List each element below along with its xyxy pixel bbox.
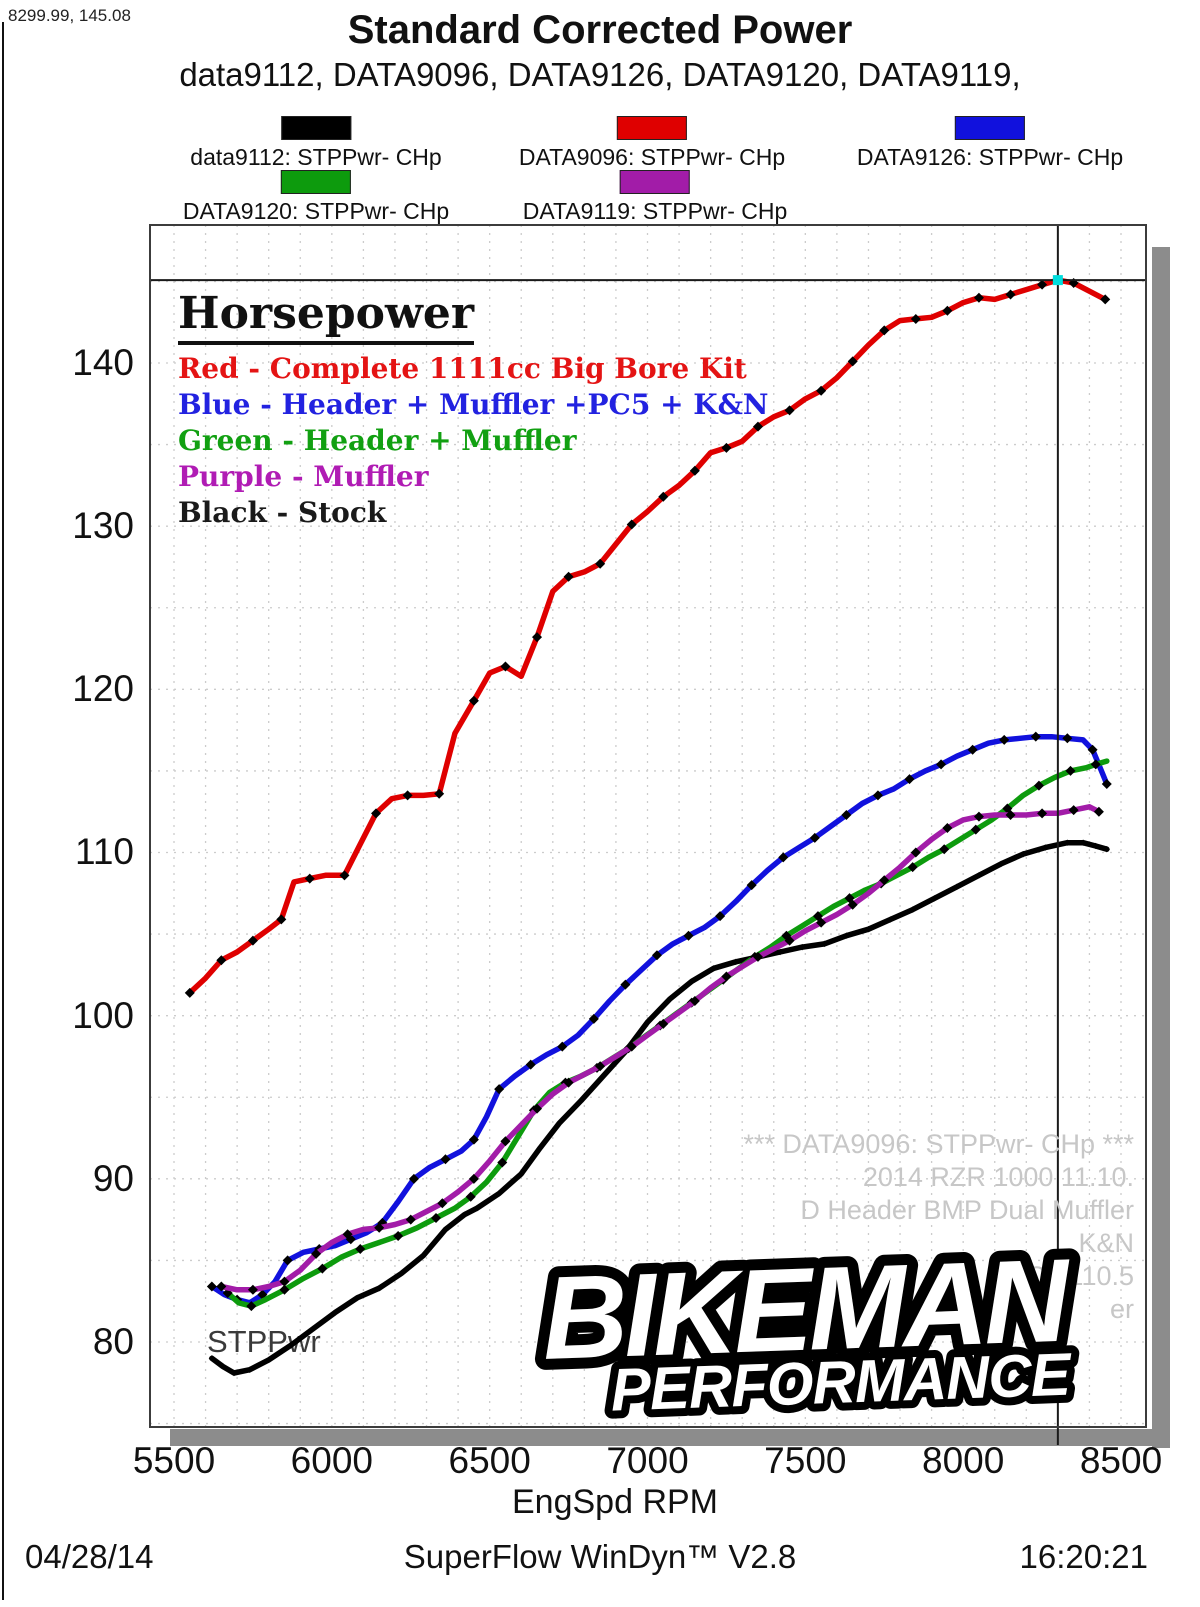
legend-label: DATA9126: STPPwr- CHp [856, 144, 1124, 170]
legend-item: DATA9120: STPPwr- CHp [183, 170, 449, 225]
x-tick-label: 6000 [290, 1440, 373, 1481]
y-tick-label: 80 [92, 1321, 134, 1362]
plot-border [149, 224, 1147, 1428]
annotation-block: Horsepower Red - Complete 1111cc Big Bor… [178, 288, 769, 531]
y-tick-label: 100 [72, 994, 134, 1036]
x-tick-label: 6500 [448, 1440, 531, 1481]
x-axis-title: EngSpd RPM [512, 1483, 718, 1521]
x-tick-label: 8000 [922, 1440, 1005, 1481]
legend-label: DATA9120: STPPwr- CHp [182, 198, 450, 224]
plot-units-label: STPPwr [207, 1324, 321, 1359]
legend-swatch [281, 116, 351, 140]
annotation-line: Green - Header + Muffler [178, 424, 577, 457]
watermark-line: 2014 RZR 1000 11.10. [862, 1162, 1134, 1192]
legend-swatch [619, 170, 690, 194]
footer-time: 16:20:21 [1019, 1538, 1148, 1575]
footer-date: 04/28/14 [25, 1538, 154, 1575]
annotation-heading: Horsepower [178, 288, 475, 345]
page-title: Standard Corrected Power [347, 8, 853, 52]
footer-app-name: SuperFlow WinDyn™ V2.8 [403, 1538, 797, 1575]
page-subtitle: data9112, DATA9096, DATA9126, DATA9120, … [179, 56, 1021, 93]
watermark-line: er [1109, 1294, 1134, 1324]
legend-item: DATA9126: STPPwr- CHp [857, 116, 1123, 171]
annotation-line: Purple - Muffler [178, 460, 429, 493]
series-markers [184, 278, 1111, 998]
annotation-line: Black - Stock [178, 496, 387, 529]
legend-label: DATA9096: STPPwr- CHp [518, 144, 786, 170]
series-markers [208, 839, 1110, 1377]
run-info-watermark: *** DATA9096: STPPwr- CHp *** 2014 RZR 10… [743, 1128, 1134, 1326]
crosshair-point-marker [1052, 275, 1063, 286]
legend-item: data9112: STPPwr- CHp [190, 116, 442, 171]
plot-shadow-bottom [170, 1429, 1170, 1446]
legend-swatch [281, 170, 351, 194]
legend-label: DATA9119: STPPwr- CHp [522, 198, 788, 224]
series-line [187, 277, 1108, 996]
left-edge-line [2, 22, 4, 1600]
y-tick-label: 130 [72, 505, 134, 547]
x-tick-label: 7000 [606, 1440, 689, 1481]
watermark-line: *** DATA9096: STPPwr- CHp *** [743, 1129, 1134, 1159]
cursor-readout: 8299.99, 145.08 [8, 6, 131, 25]
logo-word-bikeman: BIKEMAN [540, 1235, 1074, 1385]
y-tick-label: 110 [75, 831, 134, 873]
y-tick-label: 120 [72, 668, 134, 710]
watermark-line: D Header BMP Dual Muffler [800, 1195, 1134, 1225]
legend-swatch [617, 116, 687, 140]
y-tick-label: 140 [72, 341, 134, 383]
annotation-line: Blue - Header + Muffler +PC5 + K&N [178, 388, 769, 421]
annotation-lines: Red - Complete 1111cc Big Bore Kit Blue -… [178, 351, 769, 531]
y-tick-label: 90 [92, 1157, 134, 1199]
plot-shadow-right [1152, 247, 1170, 1448]
series-markers [216, 805, 1104, 1295]
x-tick-label: 7500 [764, 1440, 847, 1481]
gridlines [150, 225, 1146, 1427]
legend-swatch [955, 116, 1025, 140]
annotation-line: Red - Complete 1111cc Big Bore Kit [178, 352, 747, 385]
legend-label: data9112: STPPwr- CHp [190, 144, 442, 170]
legend-item: DATA9119: STPPwr- CHp [522, 170, 788, 225]
watermark-line: K&N [1078, 1228, 1134, 1258]
x-tick-label: 8500 [1079, 1440, 1163, 1481]
watermark-line: PC5 110.5 [1008, 1261, 1134, 1291]
x-tick-label: 5500 [132, 1440, 216, 1481]
legend-item: DATA9096: STPPwr- CHp [519, 116, 785, 171]
